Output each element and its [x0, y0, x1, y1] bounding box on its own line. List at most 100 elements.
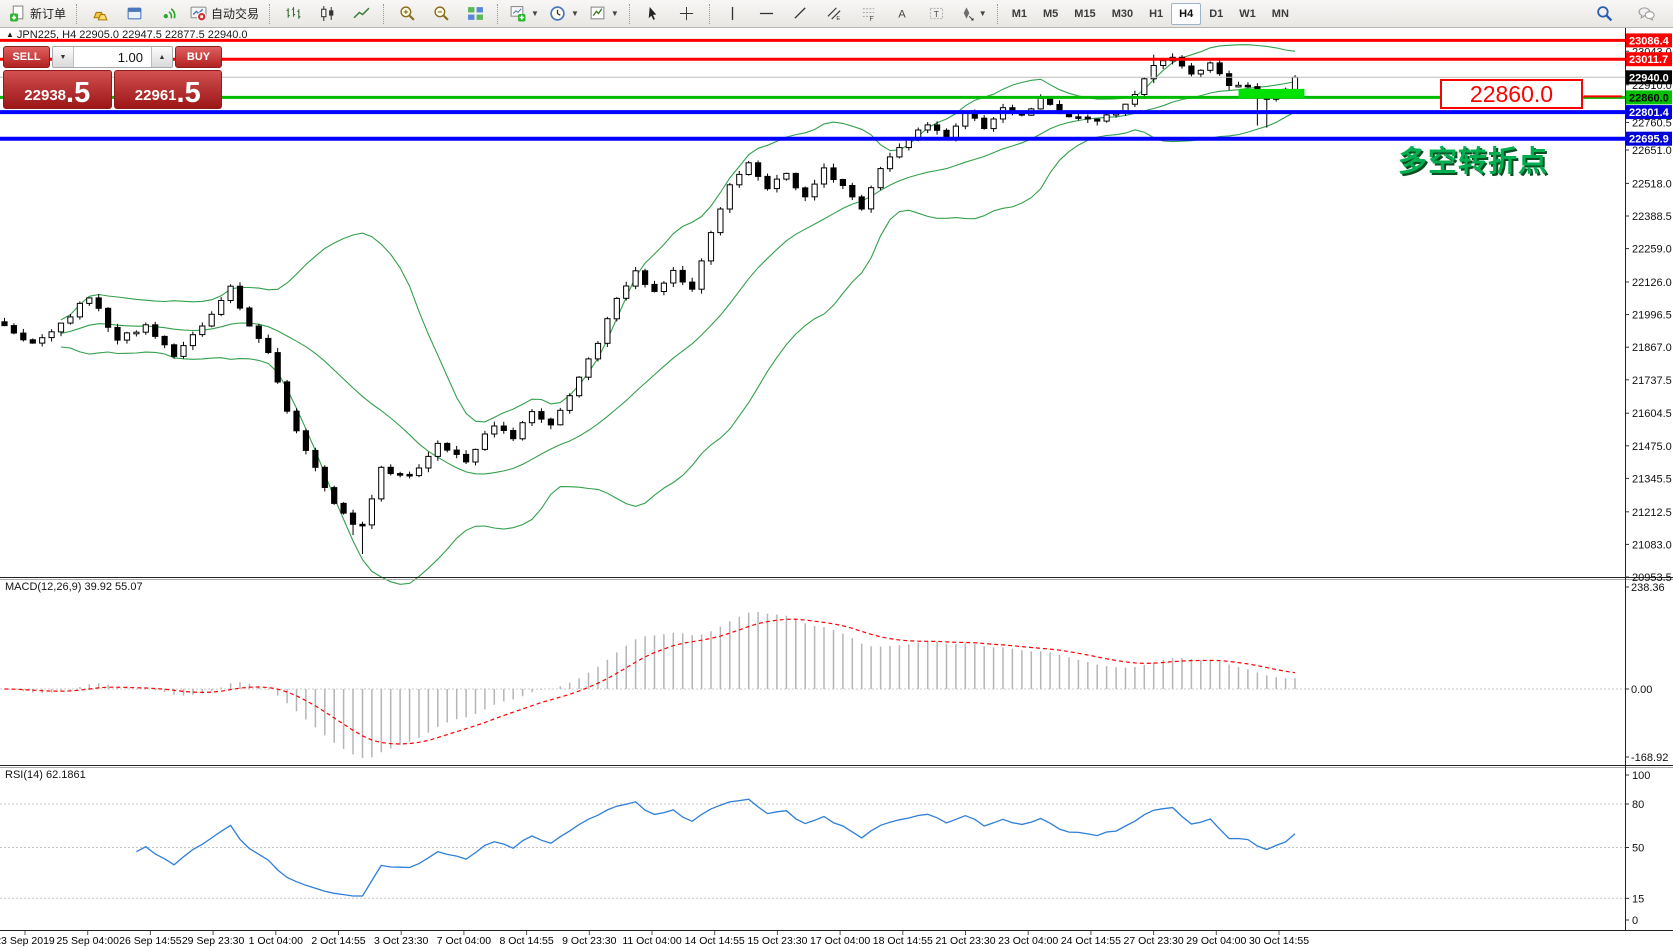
sell-button[interactable]: SELL: [3, 46, 50, 68]
chat-button[interactable]: [1629, 1, 1663, 27]
svg-text:20953.5: 20953.5: [1632, 572, 1672, 584]
gold-button[interactable]: [83, 1, 117, 27]
candlestick-chart-button[interactable]: [310, 1, 344, 27]
new-order-button[interactable]: 新订单: [4, 1, 71, 27]
zoom-out-button[interactable]: [424, 1, 458, 27]
zoom-in-button[interactable]: [390, 1, 424, 27]
metaeditor-icon: [127, 7, 141, 20]
price-level-label[interactable]: 22860.0: [1440, 79, 1583, 109]
one-click-trading-panel[interactable]: SELL ▼ ▲ BUY 22938.5 22961.5: [3, 46, 222, 109]
svg-text:23011.7: 23011.7: [1629, 54, 1668, 66]
svg-text:21475.0: 21475.0: [1632, 441, 1672, 453]
search-button[interactable]: [1587, 1, 1621, 27]
svg-text:11 Oct 04:00: 11 Oct 04:00: [622, 935, 682, 947]
line-chart-button[interactable]: [344, 1, 378, 27]
timeframe-H4[interactable]: H4: [1171, 2, 1202, 25]
svg-text:22760.5: 22760.5: [1632, 117, 1672, 129]
periods-dropdown[interactable]: ▼: [544, 1, 584, 27]
chinese-note-text[interactable]: 多空转折点: [1398, 146, 1549, 178]
timeframe-MN[interactable]: MN: [1271, 7, 1289, 20]
svg-text:14 Oct 14:55: 14 Oct 14:55: [685, 935, 745, 947]
tile-windows-button[interactable]: [458, 1, 492, 27]
toolbar-separator: [996, 3, 999, 24]
buy-button[interactable]: BUY: [175, 46, 222, 68]
svg-text:21212.5: 21212.5: [1632, 507, 1672, 519]
volume-stepper[interactable]: ▼ ▲: [52, 46, 173, 68]
main-toolbar: 新订单 自动交易 ▼ ▼ ▼: [0, 0, 1673, 28]
timeframe-H1[interactable]: H1: [1149, 7, 1164, 20]
rsi-indicator-label: RSI(14) 62.1861: [5, 769, 86, 781]
svg-text:21996.5: 21996.5: [1632, 310, 1672, 322]
templates-dropdown[interactable]: ▼: [584, 1, 624, 27]
volume-decrease-button[interactable]: ▼: [53, 47, 74, 67]
fibonacci-tool-button[interactable]: F: [852, 1, 886, 27]
text-label-icon: T: [930, 7, 944, 20]
toolbar-separator: [708, 3, 711, 24]
toolbar-separator: [497, 3, 499, 24]
timeframe-M30[interactable]: M30: [1111, 7, 1134, 20]
timeframe-M1[interactable]: M1: [1011, 7, 1027, 20]
buy-price-display[interactable]: 22961.5: [113, 70, 222, 109]
svg-text:22695.9: 22695.9: [1629, 134, 1669, 146]
svg-text:15: 15: [1632, 893, 1644, 905]
channel-tool-button[interactable]: E: [818, 1, 852, 27]
new-chart-dropdown[interactable]: ▼: [504, 1, 544, 27]
bar-chart-button[interactable]: [276, 1, 310, 27]
volume-increase-button[interactable]: ▲: [151, 47, 172, 67]
timeframe-M15[interactable]: M15: [1074, 7, 1096, 20]
svg-text:21737.5: 21737.5: [1632, 375, 1672, 387]
gold-icon: [92, 11, 108, 21]
svg-text:18 Oct 14:55: 18 Oct 14:55: [873, 935, 933, 947]
autotrading-icon: [190, 6, 207, 22]
vertical-line-tool-button[interactable]: [716, 1, 750, 27]
svg-text:21083.0: 21083.0: [1632, 539, 1672, 551]
svg-text:1 Oct 04:00: 1 Oct 04:00: [249, 935, 303, 947]
text-tool-button[interactable]: A: [886, 1, 920, 27]
svg-text:22801.4: 22801.4: [1629, 107, 1670, 119]
volume-input[interactable]: [74, 47, 151, 67]
timeframe-M5[interactable]: M5: [1043, 7, 1059, 20]
svg-text:80: 80: [1632, 799, 1644, 811]
svg-text:22910.0: 22910.0: [1632, 80, 1672, 92]
svg-text:22126.0: 22126.0: [1632, 277, 1672, 289]
metaeditor-button[interactable]: [117, 1, 151, 27]
cursor-tool-button[interactable]: [636, 1, 670, 27]
svg-text:-168.92: -168.92: [1631, 752, 1668, 764]
macd-indicator-label: MACD(12,26,9) 39.92 55.07: [5, 581, 143, 593]
svg-text:50: 50: [1632, 843, 1644, 855]
svg-text:7 Oct 04:00: 7 Oct 04:00: [437, 935, 491, 947]
svg-text:0.00: 0.00: [1631, 684, 1652, 696]
svg-text:T: T: [934, 9, 939, 19]
arrows-dropdown[interactable]: ▼: [954, 1, 992, 27]
vertical-line-icon: [732, 6, 734, 21]
label-tool-button[interactable]: T: [920, 1, 954, 27]
trendline-tool-button[interactable]: [784, 1, 818, 27]
candlestick-chart-icon: [320, 6, 333, 21]
autotrading-button[interactable]: 自动交易: [185, 1, 264, 27]
svg-text:24 Oct 14:55: 24 Oct 14:55: [1061, 935, 1121, 947]
svg-text:21 Oct 23:30: 21 Oct 23:30: [935, 935, 995, 947]
horizontal-line-tool-button[interactable]: [750, 1, 784, 27]
clock-icon: [550, 6, 565, 21]
svg-text:21345.5: 21345.5: [1632, 473, 1672, 485]
crosshair-tool-button[interactable]: [670, 1, 704, 27]
svg-text:23 Sep 2019: 23 Sep 2019: [0, 935, 55, 947]
timeframe-D1[interactable]: D1: [1209, 7, 1224, 20]
tile-windows-icon: [467, 7, 483, 20]
svg-text:23086.4: 23086.4: [1629, 35, 1670, 47]
svg-text:30 Oct 14:55: 30 Oct 14:55: [1249, 935, 1309, 947]
chevron-down-icon: ▼: [531, 9, 539, 18]
svg-text:0: 0: [1632, 915, 1638, 927]
arrows-shapes-icon: [963, 7, 974, 21]
svg-text:27 Oct 23:30: 27 Oct 23:30: [1124, 935, 1184, 947]
signals-button[interactable]: [151, 1, 185, 27]
timeframe-W1[interactable]: W1: [1239, 7, 1256, 20]
chevron-down-icon: ▼: [978, 9, 987, 18]
svg-text:29 Sep 23:30: 29 Sep 23:30: [182, 935, 245, 947]
new-chart-icon: [510, 6, 526, 22]
sell-price-main: 22938: [24, 87, 67, 105]
sell-price-display[interactable]: 22938.5: [3, 70, 112, 109]
svg-text:22860.0: 22860.0: [1629, 92, 1669, 104]
zoom-out-icon: [433, 6, 449, 21]
